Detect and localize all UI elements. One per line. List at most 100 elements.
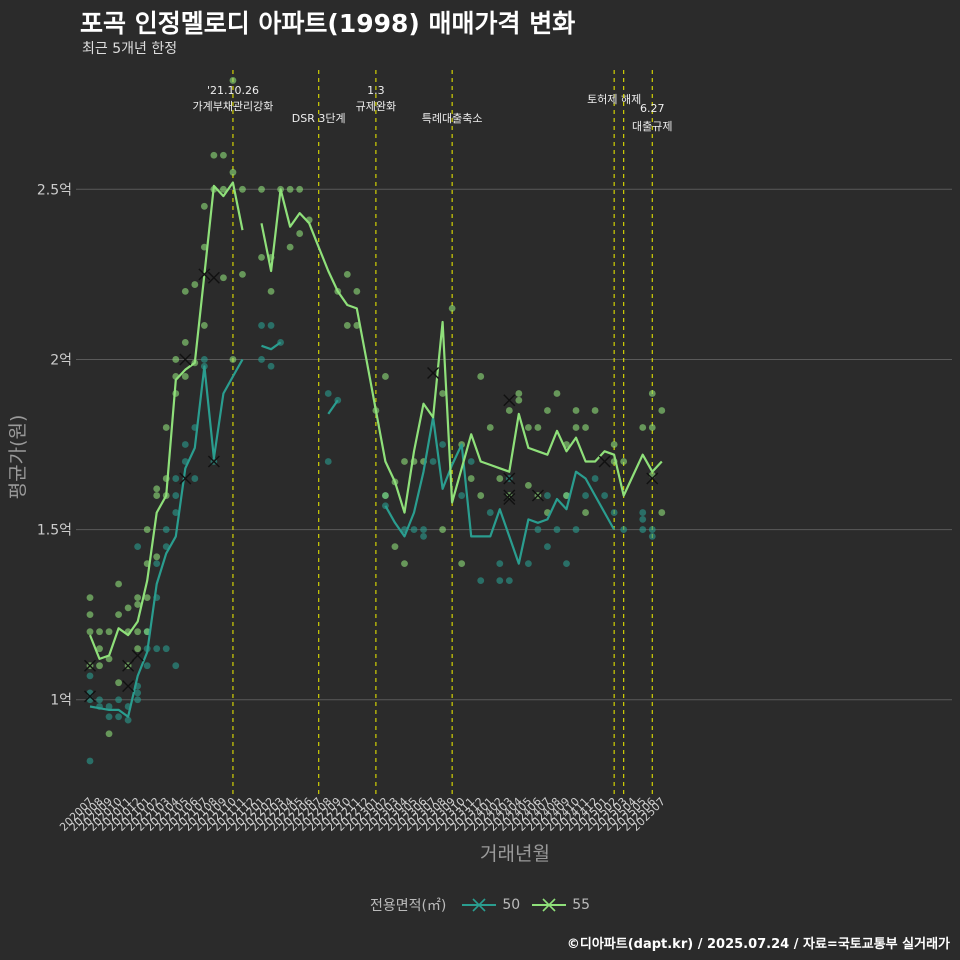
- scatter-point-55: [220, 274, 227, 282]
- x-axis-label: 거래년월: [480, 843, 550, 865]
- event-label: 6.27: [640, 102, 665, 115]
- legend-item-55: 55: [532, 895, 590, 915]
- scatter-point-55: [553, 390, 561, 397]
- x-marker-stroke: [179, 353, 192, 366]
- scatter-point-55: [191, 281, 199, 288]
- x-marker-55: [598, 455, 611, 468]
- scatter-point-50: [115, 696, 122, 704]
- scatter-point-55: [229, 168, 237, 176]
- scatter-point-55: [220, 151, 227, 159]
- scatter-point-55: [296, 185, 304, 193]
- scatter-point-50: [153, 645, 161, 653]
- scatter-point-55: [96, 662, 103, 670]
- scatter-point-50: [86, 672, 94, 680]
- scatter-point-55: [467, 475, 475, 482]
- scatter-point-55: [658, 509, 666, 516]
- scatter-point-55: [486, 424, 494, 431]
- scatter-point-50: [172, 475, 180, 482]
- scatter-point-55: [572, 424, 580, 431]
- scatter-point-55: [563, 492, 570, 499]
- x-marker-55: [646, 472, 659, 485]
- scatter-point-50: [162, 526, 170, 533]
- scatter-point-55: [353, 322, 361, 329]
- scatter-point-55: [582, 509, 589, 516]
- x-marker-50: [503, 472, 516, 485]
- x-marker-50: [207, 455, 220, 468]
- scatter-point-55: [258, 253, 265, 261]
- legend-title: 전용면적(㎡): [369, 898, 447, 914]
- scatter-point-55: [401, 458, 408, 465]
- scatter-point-55: [181, 339, 189, 346]
- scatter-point-55: [515, 396, 523, 404]
- x-marker-stroke: [531, 489, 544, 502]
- x-marker-stroke: [598, 455, 611, 468]
- legend-key-50-icon: [462, 898, 497, 912]
- scatter-point-55: [134, 645, 142, 653]
- scatter-point-50: [486, 509, 494, 516]
- x-marker-stroke: [503, 394, 516, 407]
- x-marker-55: [198, 268, 211, 281]
- scatter-point-55: [86, 628, 94, 636]
- scatter-point-50: [648, 532, 656, 540]
- scatter-point-50: [524, 560, 532, 568]
- x-marker-stroke: [207, 271, 220, 284]
- y-tick-label: 1억: [50, 693, 72, 709]
- legend: 전용면적(㎡) 50 55: [0, 895, 960, 915]
- scatter-point-55: [544, 407, 551, 414]
- scatter-point-55: [382, 492, 389, 499]
- scatter-point-55: [124, 604, 132, 612]
- scatter-point-50: [544, 492, 551, 499]
- scatter-point-55: [220, 185, 227, 193]
- scatter-point-50: [458, 492, 466, 499]
- chart-title: 포곡 인정멜로디 아파트(1998) 매매가격 변화: [80, 9, 576, 38]
- scatter-point-50: [134, 543, 142, 550]
- scatter-point-55: [105, 730, 113, 738]
- scatter-point-55: [134, 628, 142, 636]
- legend-item-50: 50: [462, 895, 520, 915]
- series-line-50: [384, 416, 616, 565]
- series-line-50: [261, 341, 282, 351]
- scatter-point-55: [382, 373, 389, 380]
- scatter-point-55: [572, 407, 580, 414]
- scatter-point-50: [324, 458, 332, 465]
- scatter-point-55: [648, 390, 656, 397]
- scatter-point-50: [534, 526, 542, 533]
- scatter-point-55: [496, 475, 504, 482]
- x-marker-50: [179, 472, 192, 485]
- x-marker-stroke: [207, 455, 220, 468]
- scatter-point-55: [86, 611, 94, 619]
- x-marker-stroke: [198, 268, 211, 281]
- x-marker-stroke: [503, 489, 516, 502]
- scatter-point-50: [96, 696, 103, 704]
- scatter-point-50: [505, 577, 513, 585]
- scatter-point-50: [162, 645, 170, 653]
- scatter-point-50: [620, 526, 628, 533]
- scatter-point-50: [648, 526, 656, 533]
- scatter-point-55: [286, 243, 294, 251]
- y-axis-label: 평균가(원): [7, 415, 29, 500]
- scatter-point-55: [458, 560, 466, 568]
- scatter-point-50: [258, 356, 265, 363]
- scatter-point-55: [115, 679, 122, 687]
- x-marker-55: [503, 394, 516, 407]
- scatter-point-50: [544, 543, 551, 550]
- scatter-point-55: [115, 611, 122, 619]
- scatter-point-55: [143, 594, 151, 602]
- series-line-55: [88, 181, 244, 661]
- scatter-point-50: [172, 492, 180, 499]
- x-marker-55: [122, 659, 135, 672]
- scatter-point-50: [439, 441, 447, 448]
- legend-label-55: 55: [572, 897, 591, 913]
- x-marker-stroke: [122, 659, 135, 672]
- x-marker-55: [84, 659, 96, 672]
- scatter-point-55: [524, 424, 532, 431]
- scatter-point-50: [191, 475, 199, 482]
- scatter-point-50: [86, 689, 94, 697]
- scatter-point-55: [210, 151, 218, 159]
- x-marker-stroke: [84, 690, 96, 703]
- x-marker-55: [131, 649, 144, 662]
- scatter-point-50: [496, 560, 504, 568]
- scatter-point-55: [143, 526, 151, 533]
- scatter-point-55: [239, 185, 246, 193]
